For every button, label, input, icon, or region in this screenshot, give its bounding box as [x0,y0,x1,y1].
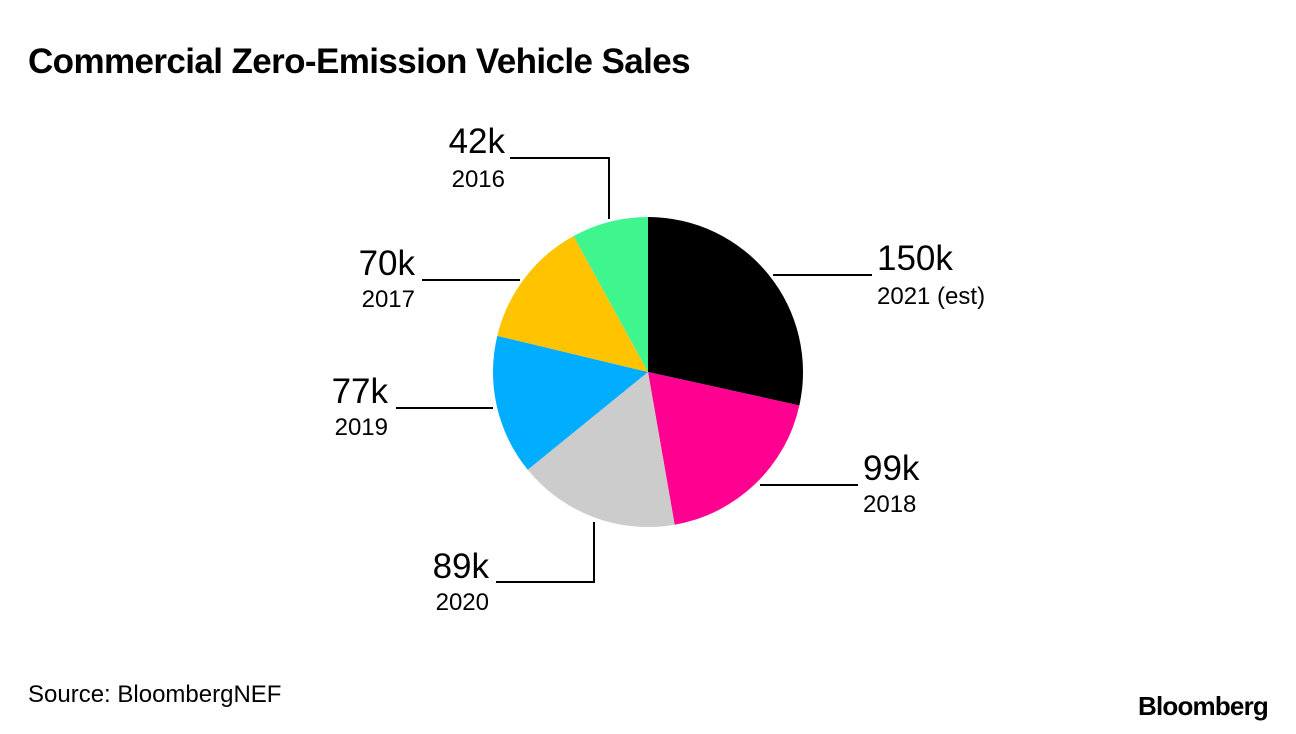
source-note: Source: BloombergNEF [28,681,282,708]
category-label-2020: 2020 [436,589,489,616]
leader-line-2020 [496,522,595,583]
leader-line-2016 [510,157,610,219]
leader-lines [396,157,872,583]
pie-slices [493,217,804,527]
slice-labels: 150k 2021 (est) 99k 2018 89k 2020 77k 2019 70k 20… [332,122,986,616]
value-label-2016: 42k [449,122,506,161]
pie-slice-2020 [527,372,675,527]
pie-slice-2016 [573,217,648,372]
category-label-2017: 2017 [362,286,415,313]
value-label-2020: 89k [433,547,490,586]
pie-slice-2021-est [648,217,804,406]
bloomberg-logo: Bloomberg [1137,691,1269,721]
category-label-2018: 2018 [863,491,916,518]
value-label-2017: 70k [359,244,416,283]
category-label-2016: 2016 [452,166,505,193]
pie-slice-2019 [493,335,648,470]
category-label-2019: 2019 [335,414,388,441]
value-label-2019: 77k [332,372,389,411]
chart-title: Commercial Zero-Emission Vehicle Sales [28,42,691,81]
pie-slice-2017 [497,236,648,372]
value-label-2018: 99k [863,449,920,488]
category-label-2021-est: 2021 (est) [877,283,985,310]
pie-slice-2018 [648,372,800,525]
value-label-2021-est: 150k [877,239,953,278]
